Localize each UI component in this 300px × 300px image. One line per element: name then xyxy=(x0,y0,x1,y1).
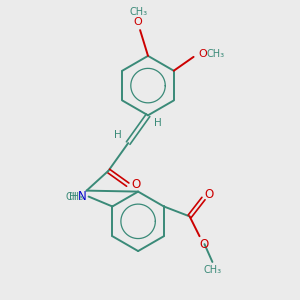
Text: CH₃: CH₃ xyxy=(206,49,224,59)
Text: CH₃: CH₃ xyxy=(66,192,84,202)
Text: O: O xyxy=(198,49,207,59)
Text: O: O xyxy=(200,238,209,250)
Text: O: O xyxy=(134,17,142,27)
Text: H: H xyxy=(154,118,162,128)
Text: H: H xyxy=(69,192,76,202)
Text: CH₃: CH₃ xyxy=(203,265,221,275)
Text: CH₃: CH₃ xyxy=(129,7,147,17)
Text: O: O xyxy=(205,188,214,201)
Text: N: N xyxy=(78,190,87,203)
Text: H: H xyxy=(114,130,122,140)
Text: O: O xyxy=(131,178,140,191)
